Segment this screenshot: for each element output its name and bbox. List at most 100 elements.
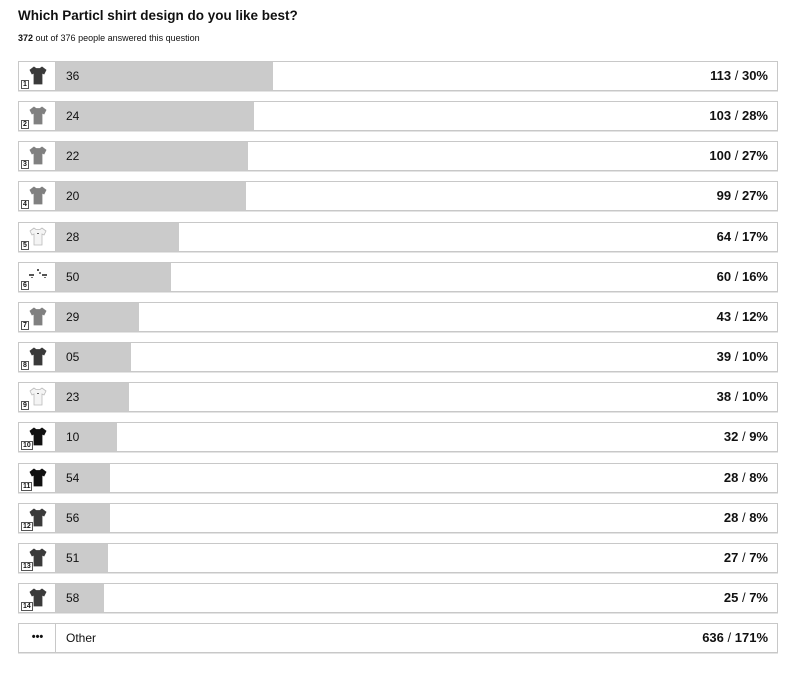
bar-track: 50 60 / 16% [56, 263, 777, 291]
separator: / [731, 269, 742, 284]
design-label: 05 [66, 350, 80, 364]
separator: / [738, 550, 750, 565]
result-bar [56, 584, 104, 612]
result-row: 9 23 38 / 10% [18, 382, 778, 412]
vote-count: 64 [716, 229, 732, 244]
vote-count: 100 [709, 148, 732, 163]
bar-track: 23 38 / 10% [56, 383, 777, 411]
answered-count: 372 [18, 33, 34, 43]
design-thumbnail: 11 [19, 464, 56, 492]
rank-badge: 14 [21, 602, 33, 611]
design-label: 22 [66, 149, 80, 163]
vote-percent: 12% [741, 309, 768, 324]
design-label: 50 [66, 270, 80, 284]
vote-percent: 8% [749, 510, 768, 525]
vote-count: 25 [723, 590, 739, 605]
more-icon: ••• [31, 631, 44, 643]
vote-count: 32 [723, 429, 739, 444]
tshirt-icon [29, 186, 47, 205]
tshirt-icon [29, 106, 47, 125]
vote-stat: 28 / 8% [724, 464, 768, 492]
result-row: 4 20 99 / 27% [18, 181, 778, 211]
vote-percent: 171% [734, 630, 768, 645]
shirt-pattern-icon [29, 269, 47, 278]
design-label: 36 [66, 69, 80, 83]
result-row: 5 28 64 / 17% [18, 222, 778, 252]
result-row: 8 05 39 / 10% [18, 342, 778, 372]
vote-percent: 10% [741, 389, 768, 404]
rank-badge: 12 [21, 522, 33, 531]
vote-stat: 43 / 12% [717, 303, 768, 331]
result-row: ••• Other 636 / 171% [18, 623, 778, 653]
separator: / [731, 148, 742, 163]
design-thumbnail: 1 [19, 62, 56, 90]
vote-stat: 27 / 7% [724, 544, 768, 572]
separator: / [738, 429, 750, 444]
separator: / [731, 309, 742, 324]
result-row: 6 50 60 / 16% [18, 262, 778, 292]
bar-track: 20 99 / 27% [56, 182, 777, 210]
result-row: 11 54 28 / 8% [18, 463, 778, 493]
bar-track: 29 43 / 12% [56, 303, 777, 331]
tshirt-icon [29, 66, 47, 85]
vote-percent: 10% [741, 349, 768, 364]
design-label: 10 [66, 430, 80, 444]
vote-stat: 25 / 7% [724, 584, 768, 612]
separator: / [731, 108, 742, 123]
result-row: 12 56 28 / 8% [18, 503, 778, 533]
rank-badge: 5 [21, 241, 29, 250]
tshirt-icon [29, 146, 47, 165]
tshirt-icon [29, 307, 47, 326]
design-thumbnail: 5 [19, 223, 56, 251]
result-row: 2 24 103 / 28% [18, 101, 778, 131]
design-thumbnail: 7 [19, 303, 56, 331]
separator: / [731, 188, 742, 203]
chart-title: Which Particl shirt design do you like b… [18, 8, 298, 23]
design-thumbnail: 4 [19, 182, 56, 210]
response-summary-text: out of 376 people answered this question [33, 33, 200, 43]
tshirt-icon [29, 468, 47, 487]
result-row: 13 51 27 / 7% [18, 543, 778, 573]
vote-percent: 7% [749, 590, 768, 605]
vote-stat: 28 / 8% [724, 504, 768, 532]
rank-badge: 4 [21, 200, 29, 209]
result-bar [56, 182, 246, 210]
vote-stat: 113 / 30% [710, 62, 768, 90]
design-label: 54 [66, 471, 80, 485]
design-thumbnail: 13 [19, 544, 56, 572]
vote-stat: 103 / 28% [709, 102, 768, 130]
vote-count: 99 [716, 188, 732, 203]
rank-badge: 8 [21, 361, 29, 370]
vote-count: 38 [716, 389, 732, 404]
rank-badge: 9 [21, 401, 29, 410]
bar-track: 28 64 / 17% [56, 223, 777, 251]
design-label: 51 [66, 551, 80, 565]
result-row: 14 58 25 / 7% [18, 583, 778, 613]
design-thumbnail: 10 [19, 423, 56, 451]
vote-stat: 32 / 9% [724, 423, 768, 451]
bar-track: 36 113 / 30% [56, 62, 777, 90]
design-label: 29 [66, 310, 80, 324]
result-bar [56, 102, 254, 130]
tshirt-icon [29, 347, 47, 366]
vote-count: 60 [716, 269, 732, 284]
result-bar [56, 303, 139, 331]
design-thumbnail: 8 [19, 343, 56, 371]
separator: / [738, 470, 750, 485]
rank-badge: 10 [21, 441, 33, 450]
vote-count: 636 [702, 630, 724, 645]
vote-percent: 17% [741, 229, 768, 244]
bar-track: 10 32 / 9% [56, 423, 777, 451]
bar-track: 56 28 / 8% [56, 504, 777, 532]
rank-badge: 2 [21, 120, 29, 129]
design-label: 24 [66, 109, 80, 123]
vote-stat: 636 / 171% [702, 624, 768, 652]
design-thumbnail: 3 [19, 142, 56, 170]
vote-count: 43 [716, 309, 732, 324]
vote-count: 103 [709, 108, 732, 123]
result-bar [56, 263, 171, 291]
design-label: 23 [66, 390, 80, 404]
design-label: 28 [66, 230, 80, 244]
bar-track: 58 25 / 7% [56, 584, 777, 612]
vote-percent: 28% [741, 108, 768, 123]
